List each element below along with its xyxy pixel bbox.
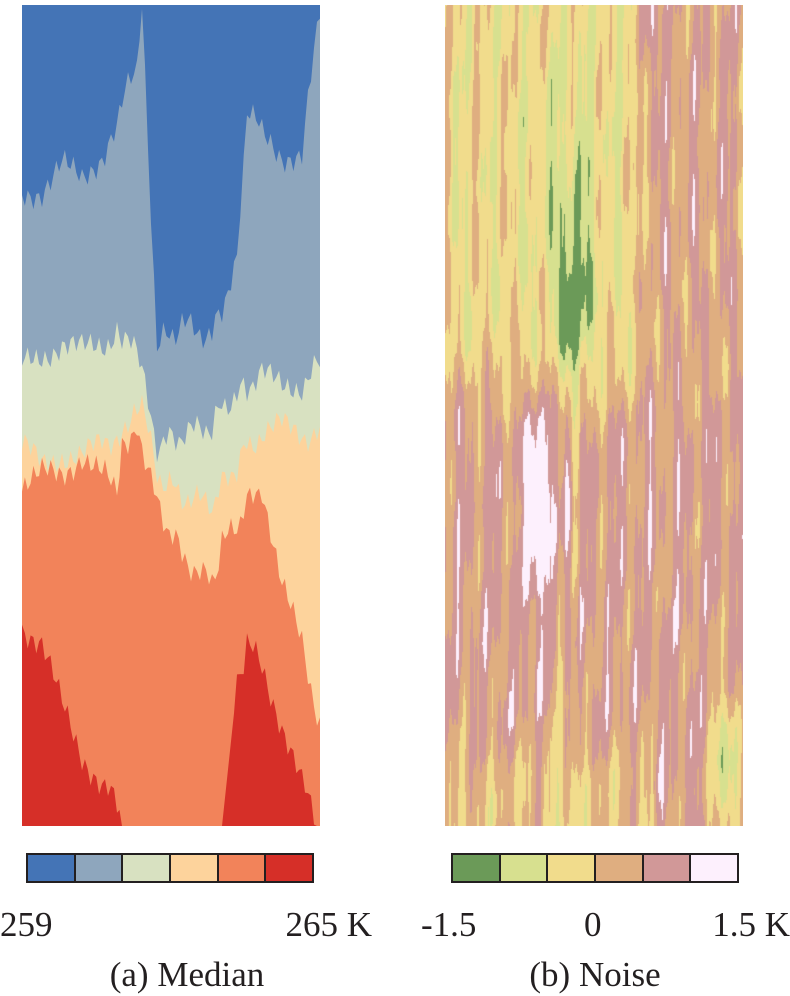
- colorbar-swatch-3: [596, 855, 644, 881]
- colorbar-swatch-1: [500, 855, 549, 881]
- median-caption: (a) Median: [109, 955, 265, 994]
- median-tick-min: 259: [0, 905, 53, 944]
- colorbar-swatch-3: [171, 855, 219, 881]
- colorbar-swatch-0: [453, 855, 501, 881]
- colorbar-swatch-1: [75, 855, 124, 881]
- median-level-5: [22, 624, 320, 826]
- colorbar-swatch-4: [218, 855, 267, 881]
- noise-tick-max: 1.5 K: [712, 905, 790, 944]
- median-heatmap: [22, 5, 320, 826]
- noise-colorbar: [451, 853, 739, 883]
- median-tick-max: 265 K: [285, 905, 372, 944]
- colorbar-swatch-4: [643, 855, 692, 881]
- noise-tick-mid: 0: [584, 905, 602, 944]
- colorbar-swatch-0: [28, 855, 76, 881]
- colorbar-swatch-2: [548, 855, 597, 881]
- noise-tick-min: -1.5: [421, 905, 477, 944]
- noise-caption: (b) Noise: [529, 955, 661, 994]
- colorbar-swatch-5: [266, 855, 313, 881]
- noise-heatmap: [445, 5, 743, 826]
- median-colorbar: [26, 853, 314, 883]
- colorbar-swatch-2: [123, 855, 172, 881]
- colorbar-swatch-5: [691, 855, 738, 881]
